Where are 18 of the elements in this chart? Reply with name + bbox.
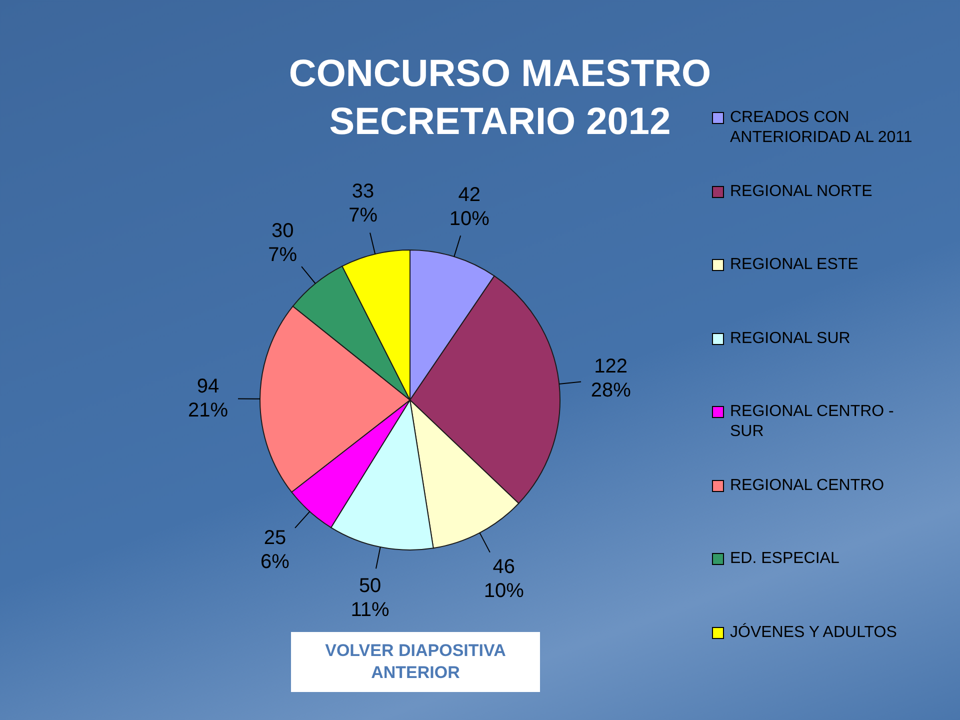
data-label: 42 10% bbox=[449, 184, 490, 230]
data-label: 30 7% bbox=[268, 220, 298, 266]
legend-label: REGIONAL CENTRO - SUR bbox=[730, 402, 895, 442]
legend-label: JÓVENES Y ADULTOS bbox=[730, 622, 898, 642]
text: VOLVER DIAPOSITIVA ANTERIOR bbox=[324, 640, 507, 684]
data-label: 50 11% bbox=[350, 575, 390, 622]
legend-label: REGIONAL ESTE bbox=[730, 255, 860, 275]
data-label: 46 10% bbox=[484, 556, 524, 602]
legend-label: REGIONAL CENTRO bbox=[730, 476, 886, 496]
data-label: 25 6% bbox=[260, 527, 290, 574]
legend-label: REGIONAL NORTE bbox=[730, 182, 874, 202]
legend-label: ED. ESPECIAL bbox=[730, 549, 840, 569]
data-label: 94 21% bbox=[188, 376, 228, 422]
legend-label: REGIONAL SUR bbox=[730, 328, 852, 348]
legend-label: CREADOS CON ANTERIORIDAD AL 2011 bbox=[730, 108, 914, 148]
data-label: 122 28% bbox=[590, 356, 632, 402]
data-label: 33 7% bbox=[348, 180, 378, 227]
chart-title: CONCURSO MAESTRO SECRETARIO 2012 bbox=[288, 53, 712, 143]
